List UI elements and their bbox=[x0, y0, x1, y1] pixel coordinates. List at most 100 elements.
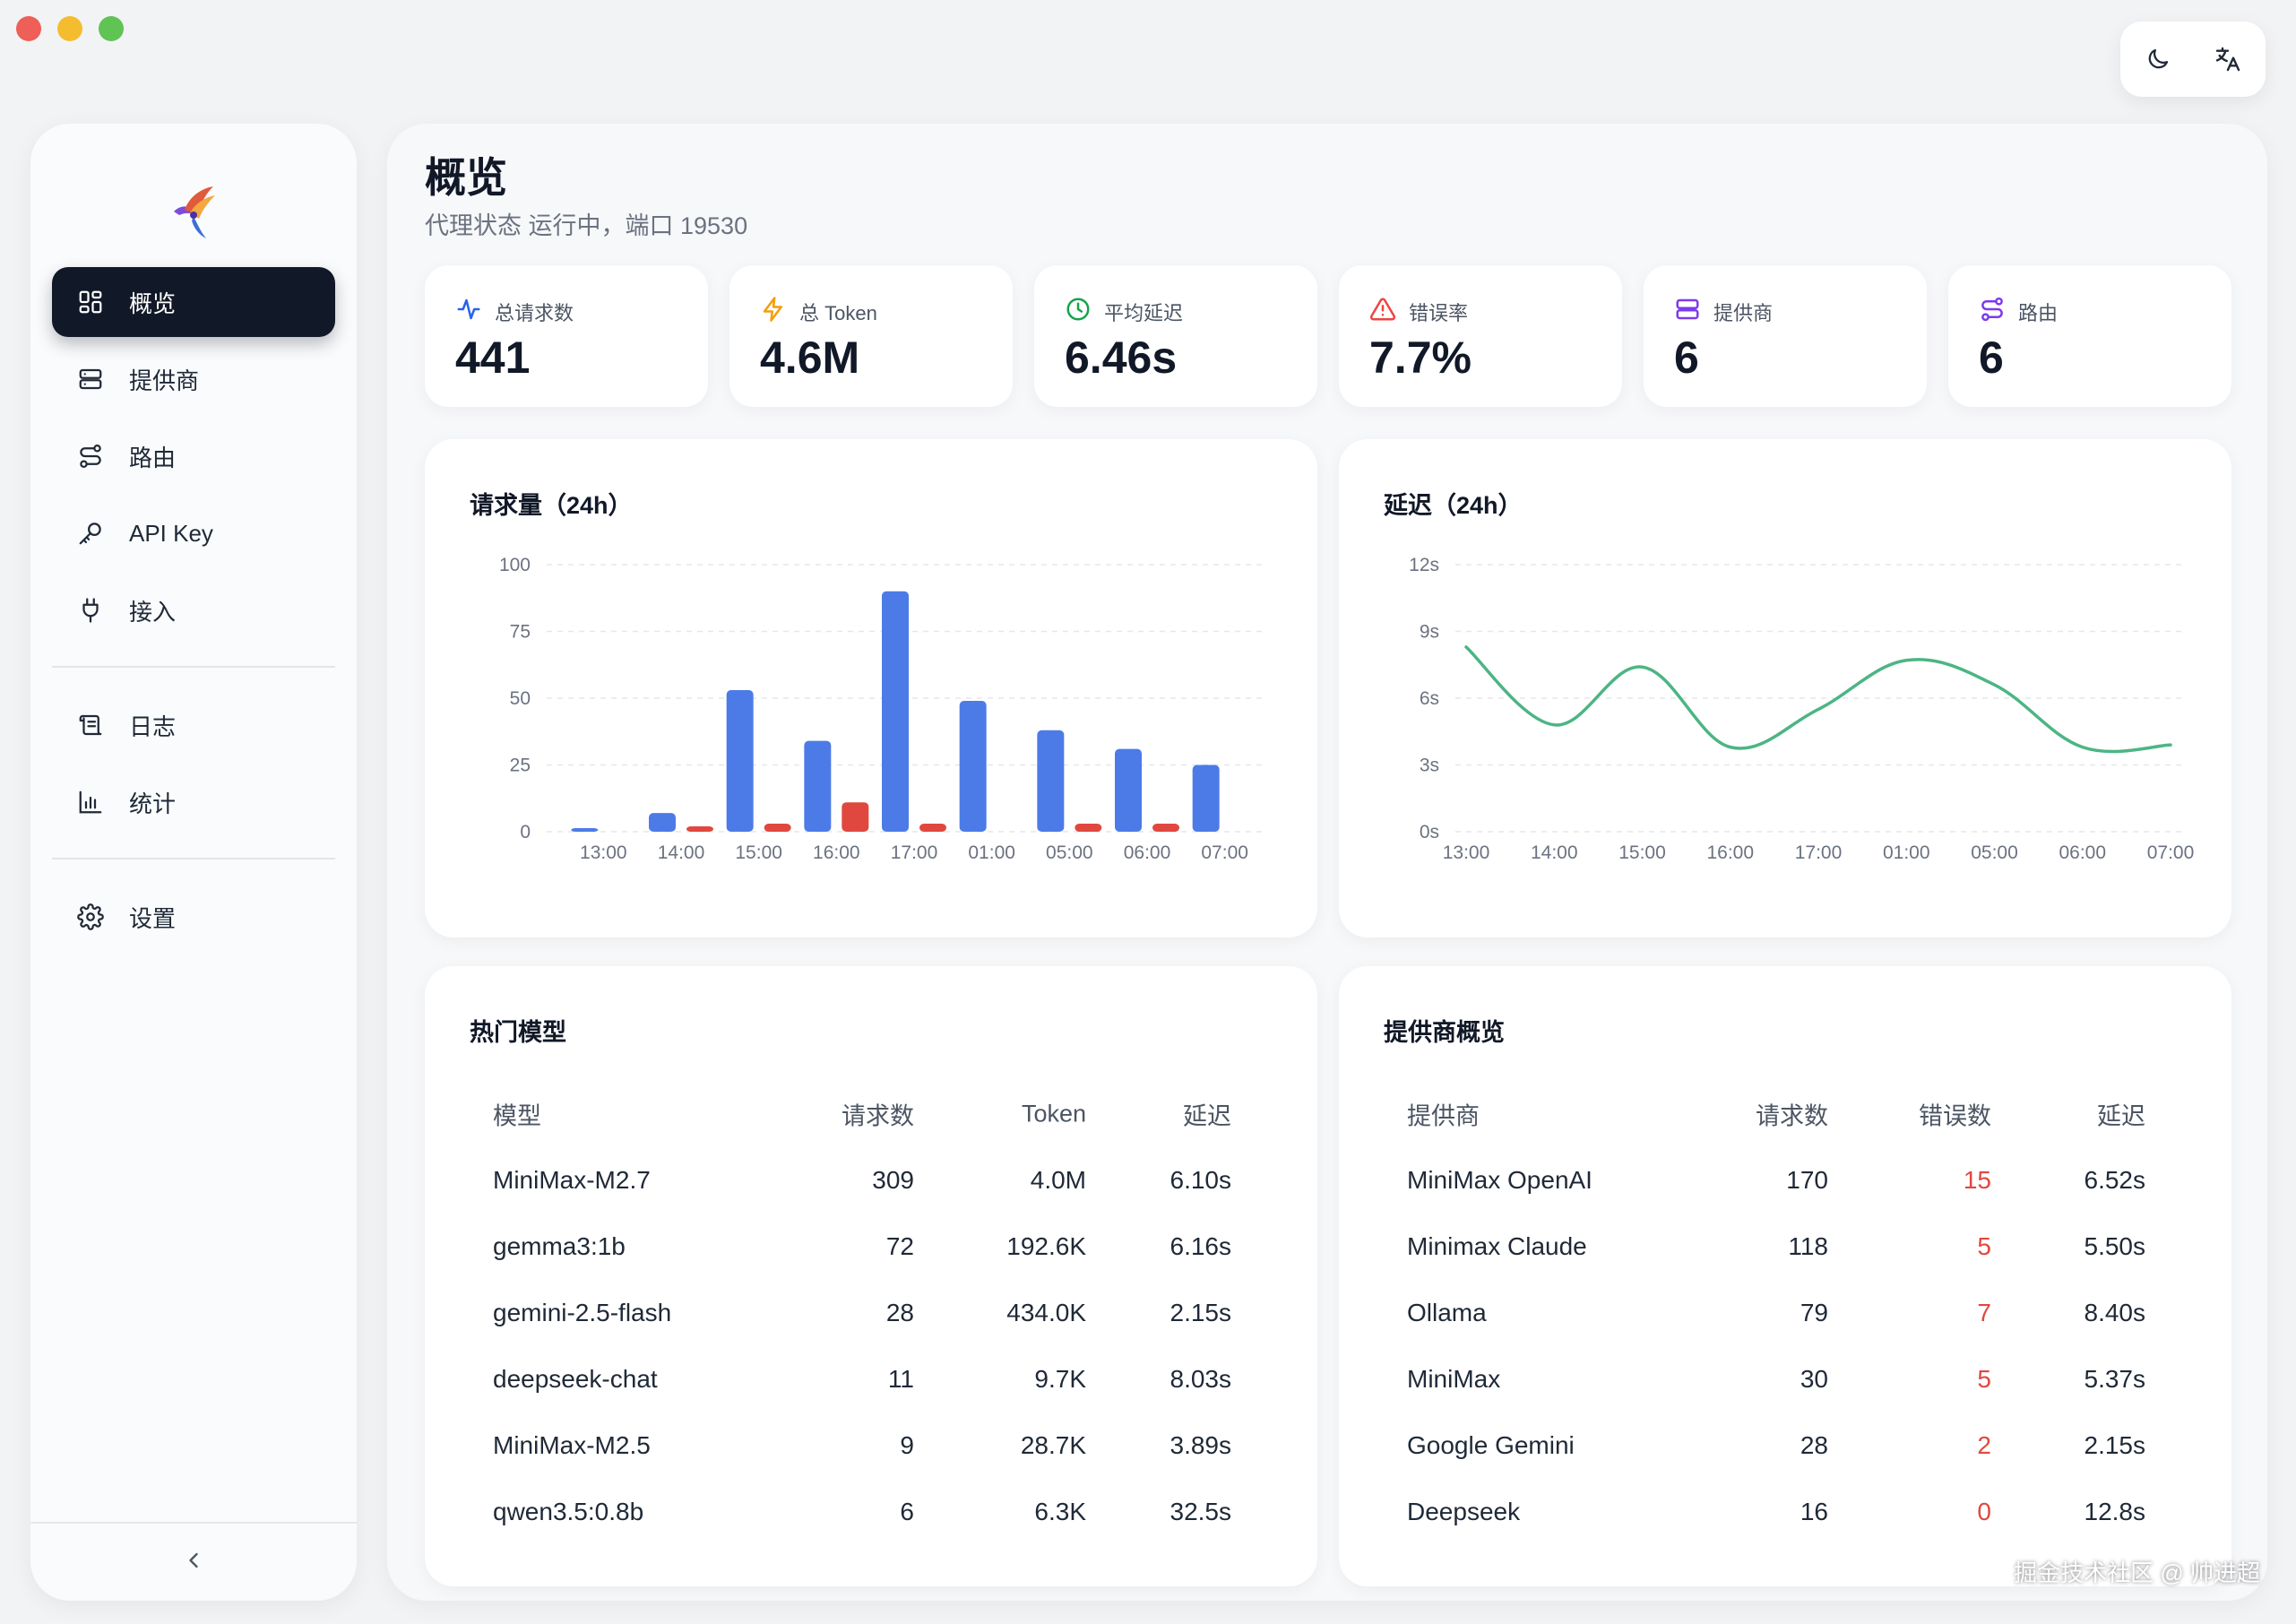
x-tick-label: 16:00 bbox=[1706, 842, 1754, 863]
sidebar-divider bbox=[52, 666, 335, 668]
y-tick-label: 12s bbox=[1409, 555, 1439, 575]
error-bar bbox=[1152, 824, 1179, 832]
proxy-status: 代理状态 运行中，端口 19530 bbox=[425, 212, 748, 239]
table-cell: 15 bbox=[1963, 1166, 1991, 1194]
y-tick-label: 25 bbox=[510, 756, 531, 776]
y-tick-label: 9s bbox=[1420, 622, 1439, 643]
y-tick-label: 100 bbox=[499, 555, 531, 575]
clock-icon bbox=[1065, 296, 1092, 328]
translate-icon[interactable] bbox=[2208, 39, 2248, 79]
table-cell: 3.89s bbox=[1170, 1431, 1232, 1459]
table-cell: 32.5s bbox=[1170, 1498, 1232, 1525]
server-icon bbox=[75, 364, 106, 394]
table-cell: 5 bbox=[1977, 1232, 1991, 1260]
sidebar-item-overview[interactable]: 概览 bbox=[52, 267, 335, 337]
table-cell: 2.15s bbox=[2084, 1431, 2146, 1459]
requests-chart-card: 请求量（24h） 0 25 50 75 100 13:00 14:00 15:00 16:00 1… bbox=[425, 439, 1317, 937]
error-bar bbox=[1075, 824, 1102, 832]
error-bar bbox=[919, 824, 946, 832]
column-header: 错误数 bbox=[1919, 1102, 1991, 1130]
stat-label: 路由 bbox=[2018, 302, 2059, 324]
table-cell: 8.03s bbox=[1170, 1365, 1232, 1393]
table-row: gemma3:1b 72 192.6K 6.16s bbox=[470, 1214, 1273, 1280]
sidebar-item-integration[interactable]: 接入 bbox=[52, 575, 335, 645]
sidebar-item-settings[interactable]: 设置 bbox=[52, 882, 335, 952]
latency-chart-card: 延迟（24h） 0s 3s 6s 9s 12s 13:00 14:00 15:00 16:00 1… bbox=[1339, 439, 2231, 937]
requests-bar-chart: 0 25 50 75 100 13:00 14:00 15:00 16:00 17:00 01:00… bbox=[499, 555, 1264, 863]
close-window-button[interactable] bbox=[16, 16, 41, 41]
sidebar-item-routes[interactable]: 路由 bbox=[52, 421, 335, 491]
stat-value: 6 bbox=[1979, 333, 2004, 383]
stat-card-routes: 路由 6 bbox=[1948, 265, 2231, 407]
table-cell: 72 bbox=[885, 1232, 914, 1260]
column-header: Token bbox=[1021, 1100, 1086, 1127]
table-cell: 12.8s bbox=[2084, 1498, 2146, 1525]
x-tick-label: 14:00 bbox=[658, 842, 705, 863]
stat-card-avg-latency: 平均延迟 6.46s bbox=[1034, 265, 1317, 407]
table-header: 提供商 请求数 错误数 延迟 bbox=[1384, 1081, 2187, 1147]
table-row: Minimax Claude 118 5 5.50s bbox=[1384, 1214, 2187, 1280]
table-cell: MiniMax OpenAI bbox=[1407, 1166, 1593, 1194]
column-header: 延迟 bbox=[1183, 1102, 1231, 1130]
app-logo bbox=[30, 163, 357, 262]
table-cell: 28 bbox=[1800, 1431, 1828, 1459]
top-actions bbox=[2120, 22, 2266, 97]
main-panel: 概览 代理状态 运行中，端口 19530 总请求数 441 总 Token 4.… bbox=[387, 124, 2267, 1601]
minimize-window-button[interactable] bbox=[57, 16, 82, 41]
table-cell: MiniMax-M2.7 bbox=[493, 1166, 651, 1194]
stat-card-error-rate: 错误率 7.7% bbox=[1339, 265, 1622, 407]
stat-value: 6.46s bbox=[1065, 333, 1178, 383]
top-models-card: 热门模型 模型 请求数 Token 延迟 MiniMax-M2.7 309 4.0M… bbox=[425, 966, 1317, 1586]
table-cell: 309 bbox=[872, 1166, 914, 1194]
sidebar-item-api-key[interactable]: API Key bbox=[52, 498, 335, 568]
alert-triangle-icon bbox=[1369, 296, 1396, 328]
table-cell: Minimax Claude bbox=[1407, 1232, 1587, 1260]
table-cell: 4.0M bbox=[1030, 1166, 1086, 1194]
sidebar-item-label: 日志 bbox=[129, 713, 177, 740]
sidebar-item-label: 接入 bbox=[129, 598, 177, 626]
table-cell: 6.3K bbox=[1034, 1498, 1086, 1525]
sidebar-item-label: 概览 bbox=[129, 289, 177, 317]
table-cell: 6.10s bbox=[1170, 1166, 1232, 1194]
stat-label: 提供商 bbox=[1713, 302, 1774, 324]
error-bar bbox=[764, 824, 791, 832]
moon-icon[interactable] bbox=[2138, 39, 2178, 79]
table-cell: 118 bbox=[1788, 1232, 1828, 1260]
sidebar-item-logs[interactable]: 日志 bbox=[52, 690, 335, 760]
sidebar-item-label: 设置 bbox=[129, 904, 177, 932]
table-cell: 0 bbox=[1977, 1498, 1991, 1525]
y-tick-label: 50 bbox=[510, 688, 531, 709]
column-header: 请求数 bbox=[842, 1102, 914, 1130]
y-tick-label: 0s bbox=[1420, 822, 1439, 842]
y-tick-label: 75 bbox=[510, 622, 531, 643]
stat-value: 441 bbox=[455, 333, 531, 383]
chart-title: 延迟（24h） bbox=[1384, 492, 1523, 519]
table-row: MiniMax-M2.7 309 4.0M 6.10s bbox=[470, 1147, 1273, 1214]
table-title: 提供商概览 bbox=[1384, 1019, 1505, 1046]
table-title: 热门模型 bbox=[470, 1019, 566, 1046]
table-row: deepseek-chat 11 9.7K 8.03s bbox=[470, 1346, 1273, 1412]
y-tick-label: 0 bbox=[520, 822, 531, 842]
maximize-window-button[interactable] bbox=[99, 16, 124, 41]
sidebar-item-label: 路由 bbox=[129, 444, 177, 471]
request-bar bbox=[959, 700, 987, 832]
chevron-left-icon bbox=[181, 1548, 206, 1577]
table-cell: 170 bbox=[1786, 1166, 1828, 1194]
x-tick-label: 01:00 bbox=[968, 842, 1015, 863]
table-cell: 16 bbox=[1800, 1498, 1828, 1525]
top-models-table: 模型 请求数 Token 延迟 MiniMax-M2.7 309 4.0M 6.10s… bbox=[470, 1081, 1273, 1545]
sidebar-item-stats[interactable]: 统计 bbox=[52, 767, 335, 837]
collapse-sidebar-button[interactable] bbox=[30, 1522, 357, 1601]
table-cell: 5.37s bbox=[2084, 1365, 2146, 1393]
provider-overview-card: 提供商概览 提供商 请求数 错误数 延迟 MiniMax OpenAI 170 15… bbox=[1339, 966, 2231, 1586]
x-tick-label: 15:00 bbox=[1618, 842, 1666, 863]
sidebar-item-providers[interactable]: 提供商 bbox=[52, 344, 335, 414]
latency-line-chart: 0s 3s 6s 9s 12s 13:00 14:00 15:00 16:00 17:00 01:0… bbox=[1409, 555, 2195, 863]
provider-overview-table: 提供商 请求数 错误数 延迟 MiniMax OpenAI 170 15 6.52s M… bbox=[1384, 1081, 2187, 1545]
table-cell: 434.0K bbox=[1006, 1299, 1086, 1326]
dashboard-grid-icon bbox=[75, 287, 106, 317]
table-cell: 192.6K bbox=[1006, 1232, 1086, 1260]
table-row: gemini-2.5-flash 28 434.0K 2.15s bbox=[470, 1280, 1273, 1346]
x-tick-label: 07:00 bbox=[2147, 842, 2195, 863]
x-tick-label: 13:00 bbox=[580, 842, 627, 863]
